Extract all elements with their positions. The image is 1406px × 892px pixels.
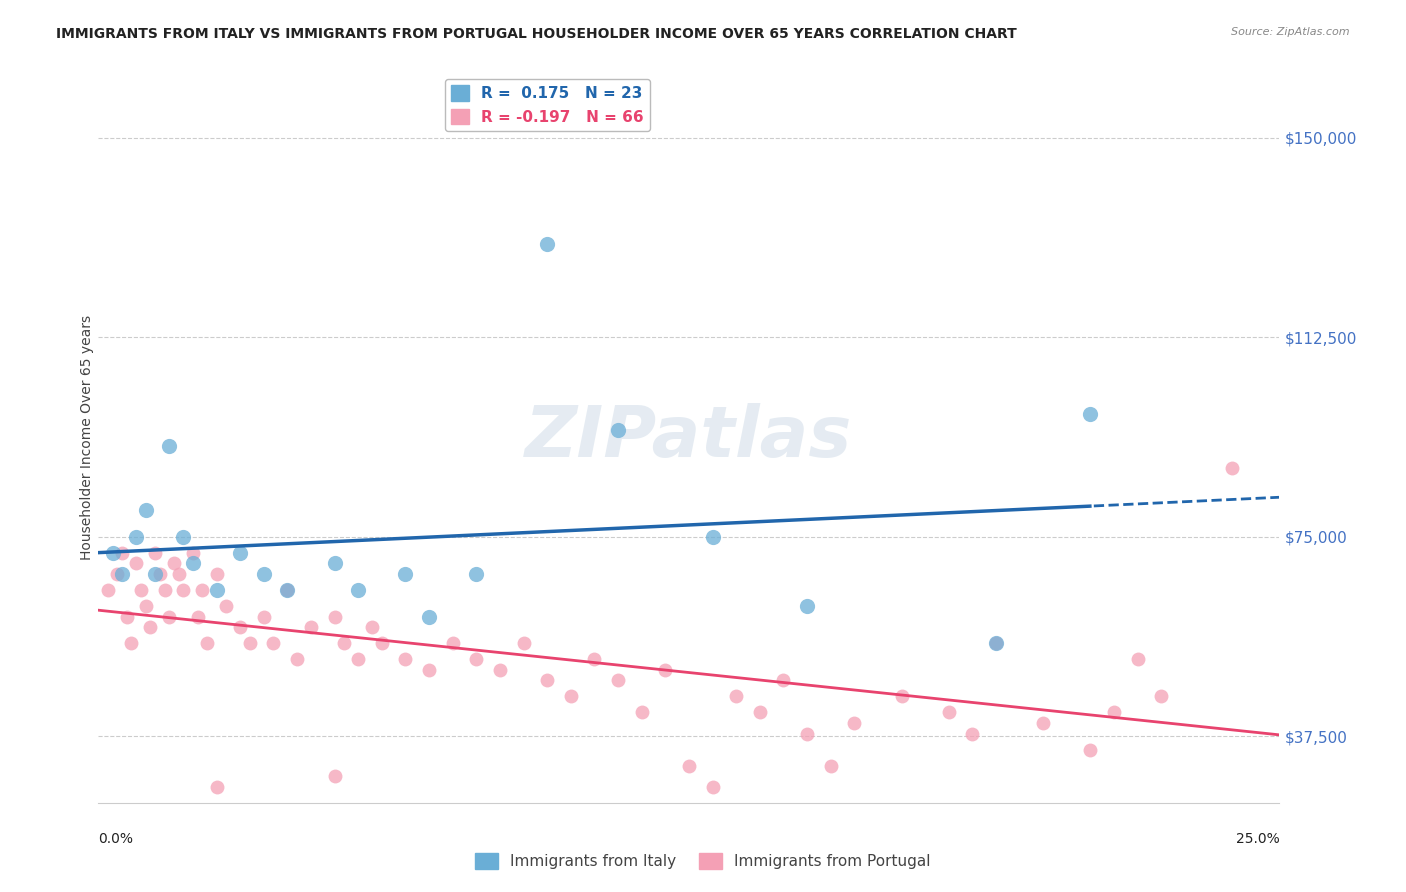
Point	[560, 690, 582, 704]
Point	[323, 769, 346, 783]
Point	[115, 609, 138, 624]
Point	[394, 567, 416, 582]
Point	[371, 636, 394, 650]
Point	[262, 636, 284, 650]
Point	[167, 567, 190, 582]
Point	[111, 546, 134, 560]
Point	[163, 557, 186, 571]
Point	[725, 690, 748, 704]
Point	[607, 673, 630, 688]
Point	[157, 609, 180, 624]
Point	[215, 599, 238, 613]
Text: 0.0%: 0.0%	[98, 832, 134, 846]
Point	[536, 237, 558, 252]
Point	[149, 567, 172, 582]
Point	[984, 636, 1007, 650]
Point	[394, 652, 416, 666]
Point	[361, 620, 384, 634]
Point	[1080, 742, 1102, 756]
Point	[105, 567, 128, 582]
Point	[172, 530, 194, 544]
Point	[1032, 716, 1054, 731]
Point	[465, 652, 488, 666]
Point	[285, 652, 308, 666]
Point	[820, 758, 842, 772]
Point	[253, 567, 276, 582]
Text: Source: ZipAtlas.com: Source: ZipAtlas.com	[1232, 27, 1350, 37]
Point	[1220, 460, 1243, 475]
Point	[101, 546, 124, 560]
Point	[678, 758, 700, 772]
Point	[229, 546, 252, 560]
Point	[153, 582, 176, 597]
Point	[323, 609, 346, 624]
Point	[702, 530, 724, 544]
Point	[796, 726, 818, 740]
Point	[135, 599, 157, 613]
Point	[938, 706, 960, 720]
Point	[181, 546, 204, 560]
Point	[205, 567, 228, 582]
Point	[512, 636, 534, 650]
Point	[347, 582, 370, 597]
Point	[157, 439, 180, 453]
Point	[195, 636, 218, 650]
Point	[205, 582, 228, 597]
Point	[253, 609, 276, 624]
Point	[143, 567, 166, 582]
Point	[347, 652, 370, 666]
Point	[583, 652, 606, 666]
Point	[333, 636, 356, 650]
Point	[135, 503, 157, 517]
Point	[125, 557, 148, 571]
Point	[702, 780, 724, 794]
Point	[418, 609, 440, 624]
Point	[441, 636, 464, 650]
Point	[139, 620, 162, 634]
Point	[121, 636, 143, 650]
Point	[299, 620, 322, 634]
Point	[181, 557, 204, 571]
Point	[143, 546, 166, 560]
Point	[796, 599, 818, 613]
Text: 25.0%: 25.0%	[1236, 832, 1279, 846]
Point	[111, 567, 134, 582]
Point	[607, 424, 630, 438]
Point	[630, 706, 652, 720]
Text: IMMIGRANTS FROM ITALY VS IMMIGRANTS FROM PORTUGAL HOUSEHOLDER INCOME OVER 65 YEA: IMMIGRANTS FROM ITALY VS IMMIGRANTS FROM…	[56, 27, 1017, 41]
Point	[187, 609, 209, 624]
Point	[191, 582, 214, 597]
Point	[844, 716, 866, 731]
Y-axis label: Householder Income Over 65 years: Householder Income Over 65 years	[80, 315, 94, 559]
Point	[984, 636, 1007, 650]
Point	[172, 582, 194, 597]
Point	[97, 582, 120, 597]
Point	[1150, 690, 1173, 704]
Text: ZIPatlas: ZIPatlas	[526, 402, 852, 472]
Point	[772, 673, 794, 688]
Point	[465, 567, 488, 582]
Point	[129, 582, 152, 597]
Point	[890, 690, 912, 704]
Point	[1102, 706, 1125, 720]
Point	[536, 673, 558, 688]
Point	[418, 663, 440, 677]
Point	[748, 706, 770, 720]
Point	[1080, 408, 1102, 422]
Point	[205, 780, 228, 794]
Point	[276, 582, 298, 597]
Point	[276, 582, 298, 597]
Point	[962, 726, 984, 740]
Legend: R =  0.175   N = 23, R = -0.197   N = 66: R = 0.175 N = 23, R = -0.197 N = 66	[444, 79, 650, 131]
Legend: Immigrants from Italy, Immigrants from Portugal: Immigrants from Italy, Immigrants from P…	[470, 847, 936, 875]
Point	[489, 663, 512, 677]
Point	[323, 557, 346, 571]
Point	[1126, 652, 1149, 666]
Point	[654, 663, 676, 677]
Point	[229, 620, 252, 634]
Point	[239, 636, 262, 650]
Point	[125, 530, 148, 544]
